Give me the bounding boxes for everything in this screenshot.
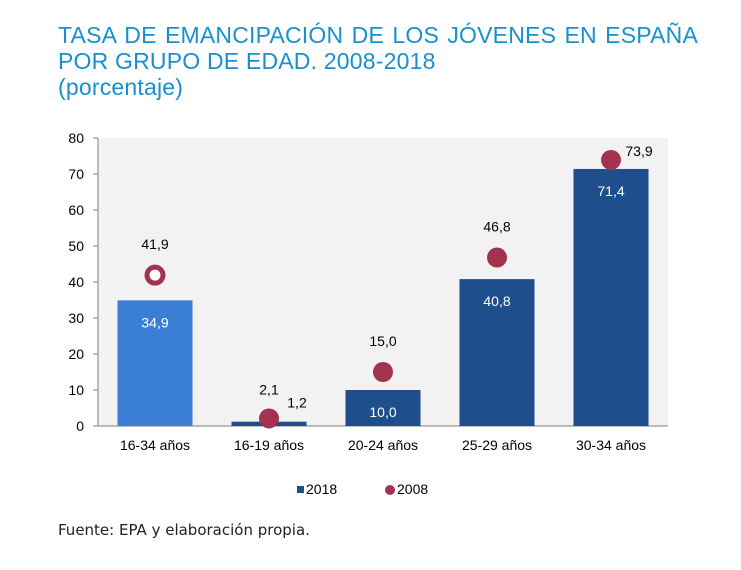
- marker-2008: [487, 247, 507, 268]
- marker-2008: [373, 362, 393, 382]
- bar-2018: [117, 300, 193, 426]
- marker-2008: [601, 149, 621, 170]
- bar-2018-label: 71,4: [597, 183, 624, 199]
- marker-2008: [259, 408, 279, 429]
- y-tick-label: 0: [76, 418, 84, 434]
- marker-2008: [144, 264, 166, 286]
- title-line-2: POR GRUPO DE EDAD. 2008-2018: [58, 48, 436, 74]
- bar-2018-label: 1,2: [287, 395, 307, 411]
- y-tick-label: 30: [68, 310, 84, 326]
- bar-2018: [573, 168, 649, 426]
- legend-2018-label: 2018: [306, 481, 337, 497]
- marker-2008-label: 73,9: [625, 143, 652, 159]
- marker-2008-label: 2,1: [259, 381, 279, 397]
- y-tick-label: 50: [68, 238, 84, 254]
- title-line-1: TASA DE EMANCIPACIÓN DE LOS JÓVENES EN E…: [58, 22, 698, 48]
- bar-2018-label: 40,8: [483, 293, 510, 309]
- y-tick-label: 40: [68, 274, 84, 290]
- legend-2008-swatch: [385, 485, 395, 495]
- source-note: Fuente: EPA y elaboración propia.: [58, 521, 310, 539]
- marker-2008-label: 46,8: [483, 219, 510, 235]
- chart-title: TASA DE EMANCIPACIÓN DE LOS JÓVENES EN E…: [58, 22, 698, 100]
- legend-2018-swatch: [297, 486, 304, 493]
- y-tick-label: 60: [68, 202, 84, 218]
- title-line-3: (porcentaje): [58, 74, 184, 100]
- bar-chart: 0 10 20 30 40 50 60 70 80 34,9 41,9 16-34 años 1,2 2,…: [68, 130, 668, 497]
- y-tick-label: 70: [68, 166, 84, 182]
- marker-2008-label: 41,9: [141, 236, 168, 252]
- x-tick-label: 20-24 años: [348, 437, 418, 453]
- x-tick-label: 16-34 años: [120, 437, 190, 453]
- bar-2018-label: 34,9: [141, 314, 168, 330]
- legend-2008-label: 2008: [397, 481, 428, 497]
- x-tick-label: 25-29 años: [462, 437, 532, 453]
- bar-2018-label: 10,0: [369, 404, 396, 420]
- x-tick-label: 16-19 años: [234, 437, 304, 453]
- bar-2018: [459, 279, 535, 426]
- y-tick-label: 20: [68, 346, 84, 362]
- x-tick-label: 30-34 años: [576, 437, 646, 453]
- y-tick-label: 10: [68, 382, 84, 398]
- marker-2008-label: 15,0: [369, 333, 396, 349]
- y-tick-label: 80: [68, 130, 84, 146]
- bar-2018: [345, 390, 421, 426]
